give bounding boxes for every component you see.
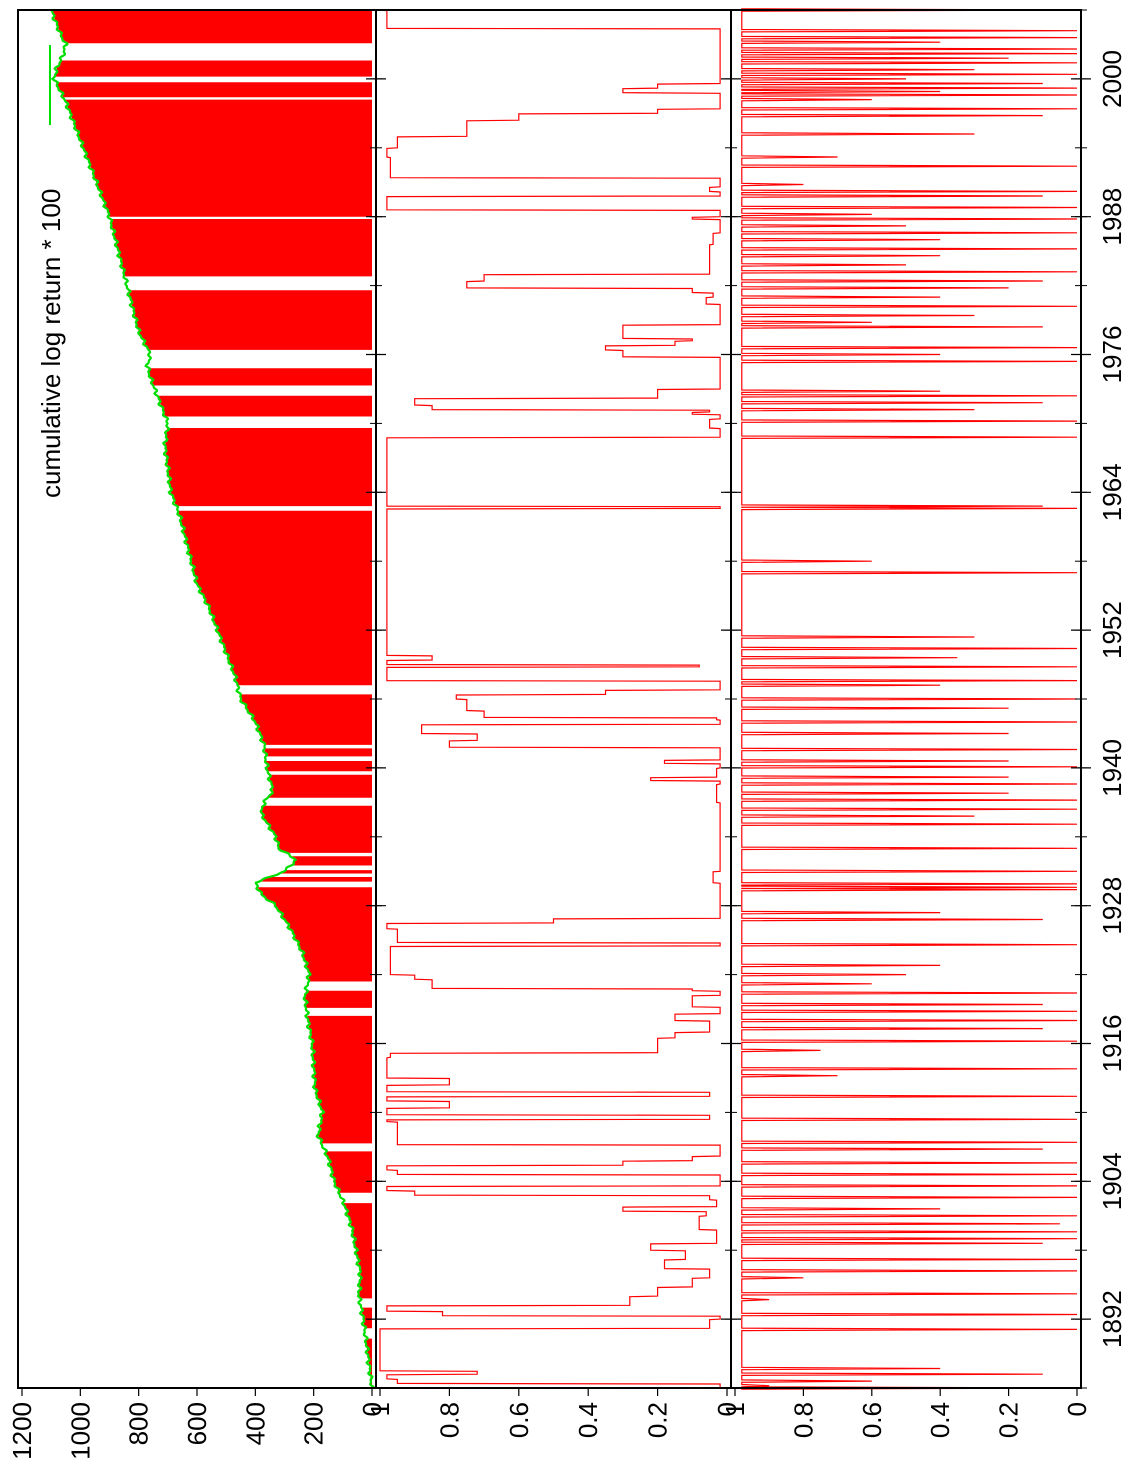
y-tick-label: 0.8	[434, 1402, 464, 1438]
y-tick-label: 1200	[7, 1402, 37, 1460]
x-tick-label: 1928	[1097, 877, 1127, 935]
y-tick-label: 0.6	[504, 1402, 534, 1438]
x-tick-label: 1952	[1097, 601, 1127, 659]
x-tick-label: 1940	[1097, 739, 1127, 797]
fill-band-6	[257, 887, 372, 982]
fill-band-19	[128, 290, 372, 350]
x-tick-label: 1988	[1097, 188, 1127, 246]
y-tick-label: 600	[182, 1402, 212, 1445]
y-tick-label: 400	[240, 1402, 270, 1445]
fill-band-17	[157, 395, 372, 417]
x-tick-label: 1892	[1097, 1290, 1127, 1348]
series-line-cumulative	[50, 9, 376, 1389]
y-tick-label: 0.4	[925, 1402, 955, 1438]
y-tick-label: 200	[299, 1402, 329, 1445]
fill-band-15	[177, 510, 372, 686]
x-tick-label: 1904	[1097, 1152, 1127, 1210]
y-tick-label: 0.2	[994, 1402, 1024, 1438]
fill-band-3	[325, 1151, 372, 1193]
y-tick-label: 1000	[65, 1402, 95, 1460]
fill-band-20	[110, 219, 372, 277]
fill-band-10	[261, 805, 372, 853]
series-line-probability-2	[741, 8, 1078, 1390]
y-tick-label: 1	[720, 1402, 750, 1416]
y-tick-label: 0	[357, 1402, 387, 1416]
x-tick-label: 1916	[1097, 1015, 1127, 1073]
y-tick-label: 1	[365, 1402, 395, 1416]
legend-label: cumulative log return * 100	[36, 189, 66, 498]
series-line-probability-1	[379, 9, 721, 1388]
fill-band-11	[267, 774, 372, 798]
y-tick-label: 0	[712, 1402, 742, 1416]
fill-band-14	[239, 694, 372, 745]
fill-band-22	[55, 82, 373, 98]
fill-band-12	[266, 761, 372, 772]
y-tick-label: 0.6	[857, 1402, 887, 1438]
legend: cumulative log return * 100	[36, 45, 66, 498]
x-tick-label: 1976	[1097, 326, 1127, 384]
fill-band-24	[51, 10, 372, 44]
x-tick-label: 2000	[1097, 50, 1127, 108]
fill-band-18	[148, 368, 372, 386]
y-tick-label: 0	[1062, 1402, 1092, 1416]
frame	[17, 9, 1082, 1389]
fill-band-21	[64, 99, 372, 217]
panel-frame-1	[375, 9, 732, 1389]
fill-band-8	[278, 870, 372, 874]
fill-band-13	[264, 748, 372, 757]
y-tick-label: 0.2	[643, 1402, 673, 1438]
y-tick-label: 0.8	[788, 1402, 818, 1438]
y-tick-label: 800	[124, 1402, 154, 1445]
y-tick-label: 0.4	[573, 1402, 603, 1438]
x-axis: 1892 1904 1916 1928 1940 1952 1964 1976 1988 2000	[366, 9, 1127, 1389]
panel-frame-2	[730, 9, 1082, 1389]
panel-probability-1: 0 0.2 0.4 0.6 0.8 1	[365, 9, 742, 1438]
fill-band-7	[258, 877, 372, 882]
panel-cumulative-return: 0 200 400 600 800 1000 1200	[7, 9, 387, 1460]
panel-probability-2: 0 0.2 0.4 0.6 0.8 1	[720, 8, 1092, 1438]
fill-band-4	[307, 1015, 372, 1144]
fill-band-23	[54, 60, 372, 77]
x-tick-label: 1964	[1097, 463, 1127, 521]
fill-band-5	[304, 990, 372, 1008]
fill-band-16	[164, 428, 372, 507]
fill-band-9	[290, 856, 372, 866]
